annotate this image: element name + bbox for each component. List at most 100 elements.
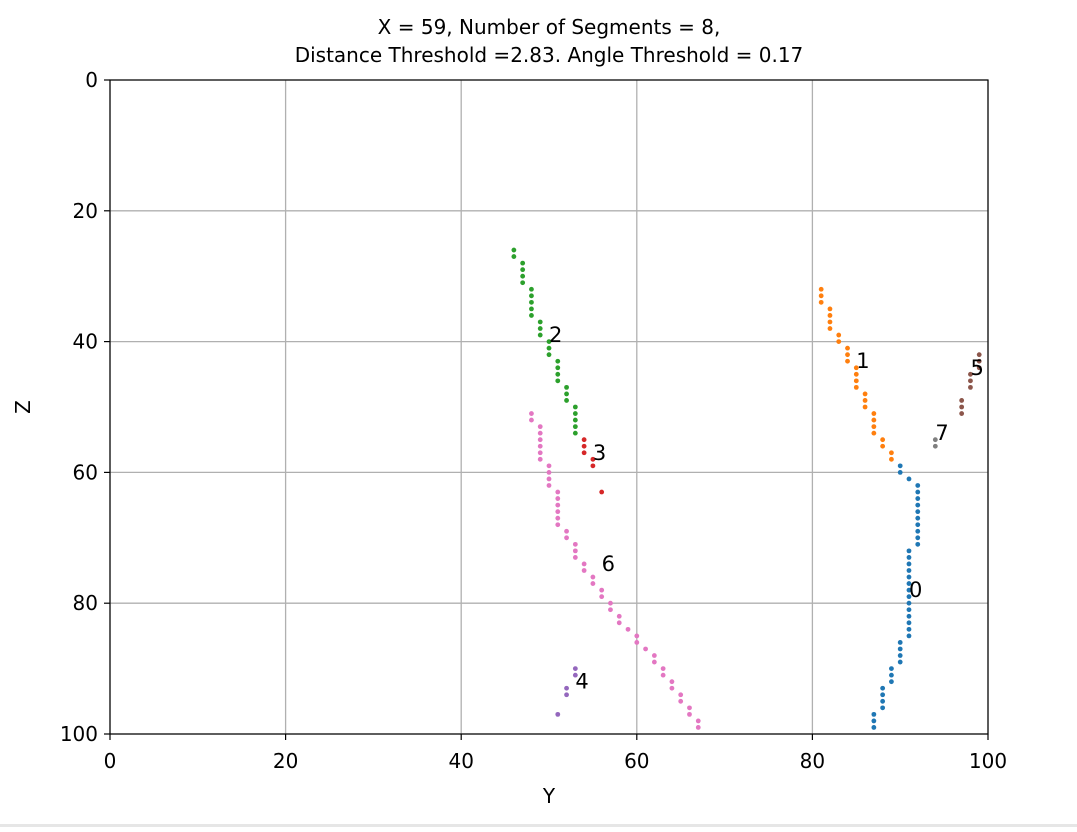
data-point: [555, 371, 561, 377]
data-point: [880, 437, 886, 443]
data-point: [862, 398, 868, 403]
data-point: [529, 293, 534, 299]
data-point: [511, 254, 517, 259]
data-point: [520, 260, 526, 266]
data-point: [537, 450, 543, 456]
data-point: [845, 352, 850, 358]
data-point: [678, 698, 684, 704]
data-point: [976, 352, 982, 358]
segment-label: 1: [856, 349, 869, 373]
data-point: [818, 293, 824, 299]
data-point: [564, 535, 569, 541]
y-tick-label: 100: [60, 722, 98, 746]
data-point: [555, 522, 561, 528]
segment-label: 3: [593, 441, 606, 465]
data-point: [529, 313, 534, 318]
y-tick-label: 80: [73, 591, 98, 615]
data-point: [906, 587, 912, 593]
data-point: [651, 659, 657, 665]
data-point: [906, 600, 912, 606]
data-point: [915, 528, 921, 534]
data-point: [572, 417, 578, 423]
x-tick-label: 100: [969, 749, 1007, 773]
data-point: [871, 411, 877, 416]
data-point: [660, 666, 666, 671]
data-point: [695, 718, 701, 724]
data-point: [616, 613, 622, 619]
data-point: [889, 456, 894, 462]
data-point: [897, 463, 903, 469]
data-point: [906, 633, 912, 639]
y-tick-label: 40: [73, 330, 98, 354]
data-point: [889, 450, 894, 456]
data-point: [678, 692, 684, 698]
data-point: [634, 640, 640, 645]
data-point: [827, 306, 833, 312]
series-2: [511, 247, 578, 436]
data-point: [853, 378, 859, 384]
data-point: [880, 698, 886, 704]
data-point: [555, 358, 561, 364]
data-point: [546, 470, 552, 475]
data-point: [581, 443, 587, 449]
data-point: [889, 679, 894, 685]
data-point: [529, 411, 534, 416]
series-7: [932, 437, 938, 449]
data-point: [590, 574, 596, 580]
data-point: [564, 391, 569, 397]
data-point: [959, 398, 965, 403]
segment-label: 2: [549, 323, 562, 347]
x-tick-label: 0: [104, 749, 117, 773]
data-point: [871, 430, 877, 436]
data-point: [537, 319, 543, 325]
grid-layer: [109, 79, 989, 735]
data-point: [555, 515, 561, 521]
data-point: [537, 437, 543, 443]
data-point: [555, 365, 561, 371]
data-point: [537, 326, 543, 331]
data-point: [608, 600, 613, 606]
points-layer: [511, 247, 982, 730]
data-point: [827, 326, 833, 331]
data-point: [572, 424, 578, 430]
data-point: [897, 653, 903, 658]
data-point: [871, 424, 877, 430]
data-point: [572, 430, 578, 436]
data-point: [599, 587, 605, 593]
x-tick-label: 20: [273, 749, 298, 773]
data-point: [564, 384, 569, 390]
data-point: [915, 489, 921, 495]
data-point: [555, 711, 561, 717]
series-6: [529, 411, 701, 730]
data-point: [572, 404, 578, 410]
series-0: [871, 463, 921, 730]
data-point: [976, 358, 982, 364]
x-tick-label: 40: [448, 749, 473, 773]
data-point: [572, 548, 578, 554]
data-point: [572, 672, 578, 678]
segment-label: 0: [909, 578, 922, 602]
data-point: [555, 378, 561, 384]
data-point: [897, 659, 903, 665]
data-point: [687, 711, 692, 717]
data-point: [897, 470, 903, 475]
data-point: [669, 679, 675, 685]
series-5: [959, 352, 982, 416]
x-axis-label: Y: [542, 784, 556, 808]
data-point: [836, 332, 842, 338]
data-point: [555, 496, 561, 501]
data-point: [564, 692, 569, 698]
series-1: [818, 286, 894, 462]
segment-labels-layer: 0 1 2 3 4 5 6 7: [549, 323, 984, 694]
data-point: [546, 483, 552, 488]
segment-label: 5: [970, 356, 983, 380]
data-point: [590, 456, 596, 462]
data-point: [537, 424, 543, 430]
data-point: [581, 561, 587, 567]
data-point: [546, 339, 552, 344]
data-point: [871, 725, 877, 730]
data-point: [915, 496, 921, 501]
data-point: [845, 345, 850, 351]
